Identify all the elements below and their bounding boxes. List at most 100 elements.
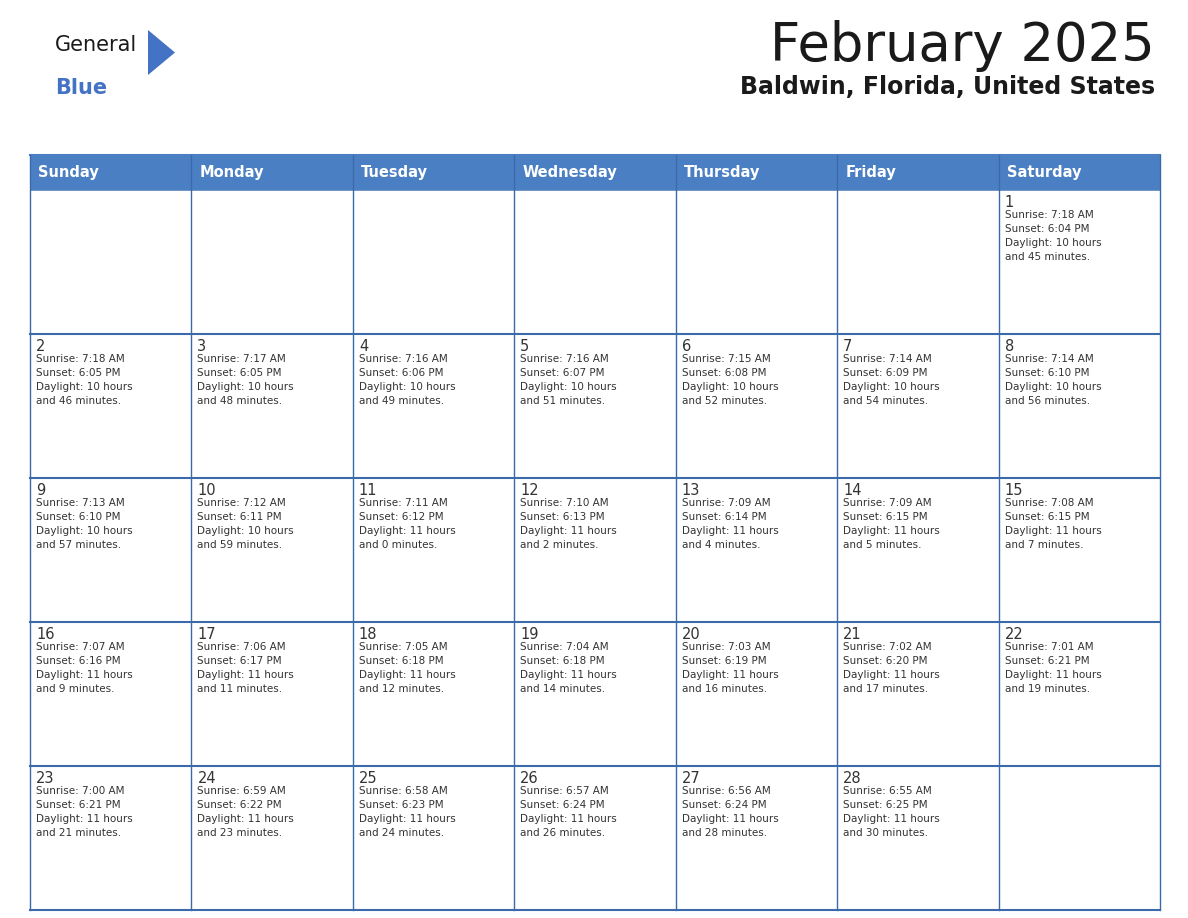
- Bar: [30, 190, 191, 334]
- Text: 9: 9: [36, 483, 45, 498]
- Text: Blue: Blue: [55, 78, 107, 98]
- Bar: [30, 766, 191, 910]
- Bar: [838, 766, 999, 910]
- Bar: [191, 334, 353, 478]
- Bar: [999, 478, 1159, 622]
- Bar: [30, 622, 191, 766]
- Text: Sunrise: 6:59 AM
Sunset: 6:22 PM
Daylight: 11 hours
and 23 minutes.: Sunrise: 6:59 AM Sunset: 6:22 PM Dayligh…: [197, 786, 295, 838]
- Bar: [676, 190, 838, 334]
- Bar: [676, 478, 838, 622]
- Text: Sunrise: 7:00 AM
Sunset: 6:21 PM
Daylight: 11 hours
and 21 minutes.: Sunrise: 7:00 AM Sunset: 6:21 PM Dayligh…: [36, 786, 133, 838]
- Text: 28: 28: [843, 771, 861, 786]
- Text: Sunrise: 6:55 AM
Sunset: 6:25 PM
Daylight: 11 hours
and 30 minutes.: Sunrise: 6:55 AM Sunset: 6:25 PM Dayligh…: [843, 786, 940, 838]
- Text: 11: 11: [359, 483, 378, 498]
- Text: Sunrise: 7:01 AM
Sunset: 6:21 PM
Daylight: 11 hours
and 19 minutes.: Sunrise: 7:01 AM Sunset: 6:21 PM Dayligh…: [1005, 642, 1101, 694]
- Text: 27: 27: [682, 771, 701, 786]
- Text: Sunrise: 7:16 AM
Sunset: 6:06 PM
Daylight: 10 hours
and 49 minutes.: Sunrise: 7:16 AM Sunset: 6:06 PM Dayligh…: [359, 354, 455, 406]
- Bar: [353, 190, 514, 334]
- Text: Monday: Monday: [200, 165, 264, 180]
- Bar: [30, 155, 191, 190]
- Text: Sunrise: 7:18 AM
Sunset: 6:04 PM
Daylight: 10 hours
and 45 minutes.: Sunrise: 7:18 AM Sunset: 6:04 PM Dayligh…: [1005, 210, 1101, 262]
- Text: Thursday: Thursday: [684, 165, 760, 180]
- Text: 20: 20: [682, 627, 701, 642]
- Polygon shape: [148, 30, 175, 75]
- Text: Baldwin, Florida, United States: Baldwin, Florida, United States: [740, 75, 1155, 99]
- Text: 5: 5: [520, 339, 530, 354]
- Text: 21: 21: [843, 627, 861, 642]
- Text: Saturday: Saturday: [1006, 165, 1081, 180]
- Text: 8: 8: [1005, 339, 1013, 354]
- Bar: [191, 622, 353, 766]
- Text: 4: 4: [359, 339, 368, 354]
- Text: 12: 12: [520, 483, 539, 498]
- Text: Sunrise: 6:58 AM
Sunset: 6:23 PM
Daylight: 11 hours
and 24 minutes.: Sunrise: 6:58 AM Sunset: 6:23 PM Dayligh…: [359, 786, 456, 838]
- Text: 25: 25: [359, 771, 378, 786]
- Text: Sunrise: 7:05 AM
Sunset: 6:18 PM
Daylight: 11 hours
and 12 minutes.: Sunrise: 7:05 AM Sunset: 6:18 PM Dayligh…: [359, 642, 456, 694]
- Bar: [514, 766, 676, 910]
- Text: 2: 2: [36, 339, 45, 354]
- Bar: [999, 334, 1159, 478]
- Text: Sunrise: 7:03 AM
Sunset: 6:19 PM
Daylight: 11 hours
and 16 minutes.: Sunrise: 7:03 AM Sunset: 6:19 PM Dayligh…: [682, 642, 778, 694]
- Text: 24: 24: [197, 771, 216, 786]
- Bar: [514, 334, 676, 478]
- Bar: [514, 622, 676, 766]
- Text: 16: 16: [36, 627, 55, 642]
- Bar: [191, 478, 353, 622]
- Text: Sunrise: 7:15 AM
Sunset: 6:08 PM
Daylight: 10 hours
and 52 minutes.: Sunrise: 7:15 AM Sunset: 6:08 PM Dayligh…: [682, 354, 778, 406]
- Bar: [191, 155, 353, 190]
- Text: Sunrise: 7:09 AM
Sunset: 6:15 PM
Daylight: 11 hours
and 5 minutes.: Sunrise: 7:09 AM Sunset: 6:15 PM Dayligh…: [843, 498, 940, 550]
- Bar: [999, 155, 1159, 190]
- Bar: [999, 190, 1159, 334]
- Text: Sunrise: 7:02 AM
Sunset: 6:20 PM
Daylight: 11 hours
and 17 minutes.: Sunrise: 7:02 AM Sunset: 6:20 PM Dayligh…: [843, 642, 940, 694]
- Text: Sunrise: 7:17 AM
Sunset: 6:05 PM
Daylight: 10 hours
and 48 minutes.: Sunrise: 7:17 AM Sunset: 6:05 PM Dayligh…: [197, 354, 295, 406]
- Bar: [191, 190, 353, 334]
- Text: 15: 15: [1005, 483, 1023, 498]
- Bar: [353, 155, 514, 190]
- Bar: [838, 334, 999, 478]
- Bar: [30, 334, 191, 478]
- Bar: [676, 766, 838, 910]
- Text: 6: 6: [682, 339, 691, 354]
- Bar: [514, 478, 676, 622]
- Text: Sunrise: 7:14 AM
Sunset: 6:09 PM
Daylight: 10 hours
and 54 minutes.: Sunrise: 7:14 AM Sunset: 6:09 PM Dayligh…: [843, 354, 940, 406]
- Text: Sunrise: 7:11 AM
Sunset: 6:12 PM
Daylight: 11 hours
and 0 minutes.: Sunrise: 7:11 AM Sunset: 6:12 PM Dayligh…: [359, 498, 456, 550]
- Text: Sunrise: 7:08 AM
Sunset: 6:15 PM
Daylight: 11 hours
and 7 minutes.: Sunrise: 7:08 AM Sunset: 6:15 PM Dayligh…: [1005, 498, 1101, 550]
- Text: Sunrise: 6:57 AM
Sunset: 6:24 PM
Daylight: 11 hours
and 26 minutes.: Sunrise: 6:57 AM Sunset: 6:24 PM Dayligh…: [520, 786, 617, 838]
- Text: 19: 19: [520, 627, 539, 642]
- Bar: [514, 190, 676, 334]
- Text: Sunrise: 6:56 AM
Sunset: 6:24 PM
Daylight: 11 hours
and 28 minutes.: Sunrise: 6:56 AM Sunset: 6:24 PM Dayligh…: [682, 786, 778, 838]
- Text: Wednesday: Wednesday: [523, 165, 617, 180]
- Text: 10: 10: [197, 483, 216, 498]
- Text: 23: 23: [36, 771, 55, 786]
- Bar: [676, 622, 838, 766]
- Bar: [838, 478, 999, 622]
- Text: 14: 14: [843, 483, 861, 498]
- Text: Sunrise: 7:10 AM
Sunset: 6:13 PM
Daylight: 11 hours
and 2 minutes.: Sunrise: 7:10 AM Sunset: 6:13 PM Dayligh…: [520, 498, 617, 550]
- Text: Sunrise: 7:09 AM
Sunset: 6:14 PM
Daylight: 11 hours
and 4 minutes.: Sunrise: 7:09 AM Sunset: 6:14 PM Dayligh…: [682, 498, 778, 550]
- Text: General: General: [55, 35, 138, 55]
- Text: 18: 18: [359, 627, 378, 642]
- Text: 1: 1: [1005, 195, 1013, 210]
- Text: Sunrise: 7:06 AM
Sunset: 6:17 PM
Daylight: 11 hours
and 11 minutes.: Sunrise: 7:06 AM Sunset: 6:17 PM Dayligh…: [197, 642, 295, 694]
- Text: Sunrise: 7:18 AM
Sunset: 6:05 PM
Daylight: 10 hours
and 46 minutes.: Sunrise: 7:18 AM Sunset: 6:05 PM Dayligh…: [36, 354, 133, 406]
- Bar: [353, 334, 514, 478]
- Bar: [999, 766, 1159, 910]
- Bar: [676, 155, 838, 190]
- Bar: [838, 155, 999, 190]
- Text: February 2025: February 2025: [770, 20, 1155, 72]
- Text: 26: 26: [520, 771, 539, 786]
- Bar: [999, 622, 1159, 766]
- Text: Sunrise: 7:07 AM
Sunset: 6:16 PM
Daylight: 11 hours
and 9 minutes.: Sunrise: 7:07 AM Sunset: 6:16 PM Dayligh…: [36, 642, 133, 694]
- Text: 7: 7: [843, 339, 853, 354]
- Bar: [514, 155, 676, 190]
- Text: Sunrise: 7:13 AM
Sunset: 6:10 PM
Daylight: 10 hours
and 57 minutes.: Sunrise: 7:13 AM Sunset: 6:10 PM Dayligh…: [36, 498, 133, 550]
- Bar: [838, 622, 999, 766]
- Text: Friday: Friday: [845, 165, 896, 180]
- Text: 13: 13: [682, 483, 700, 498]
- Text: Tuesday: Tuesday: [361, 165, 428, 180]
- Text: 17: 17: [197, 627, 216, 642]
- Bar: [838, 190, 999, 334]
- Text: Sunrise: 7:12 AM
Sunset: 6:11 PM
Daylight: 10 hours
and 59 minutes.: Sunrise: 7:12 AM Sunset: 6:11 PM Dayligh…: [197, 498, 295, 550]
- Bar: [676, 334, 838, 478]
- Bar: [353, 622, 514, 766]
